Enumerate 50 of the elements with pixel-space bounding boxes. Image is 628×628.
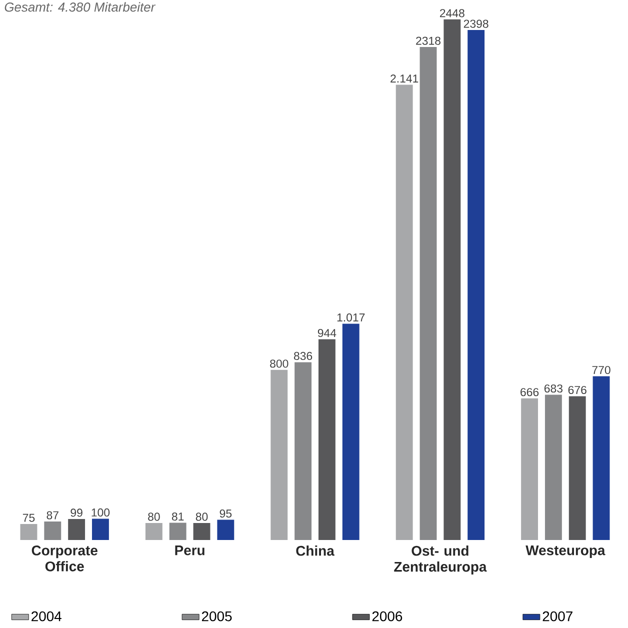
data-label: 2.141	[390, 74, 418, 82]
bar	[68, 518, 86, 540]
bar	[193, 522, 210, 540]
x-tick-label: Ost- und Zentraleuropa	[394, 546, 487, 574]
data-label: 95	[220, 509, 232, 518]
data-label: 81	[172, 512, 184, 521]
bar	[318, 339, 336, 540]
chart-title: Gesamt: 4.380 Mitarbeiter	[4, 2, 156, 12]
data-label: 683	[544, 384, 562, 393]
x-tick-label: Peru	[175, 546, 204, 556]
bar	[568, 396, 586, 540]
bar	[342, 324, 360, 540]
bar	[145, 522, 162, 540]
bar	[169, 522, 186, 540]
data-label: 99	[70, 508, 82, 517]
data-label: 800	[270, 360, 288, 368]
x-tick-label: Westeuropa	[526, 546, 606, 558]
data-label: 75	[22, 514, 35, 522]
bar	[444, 19, 461, 540]
bar	[468, 30, 485, 540]
bar	[521, 398, 538, 540]
data-label: 2318	[416, 36, 440, 45]
legend-label: 2006	[372, 611, 402, 622]
data-label: 80	[196, 512, 208, 521]
bar	[592, 376, 610, 540]
bar	[20, 524, 38, 540]
data-label: 944	[318, 328, 336, 338]
data-label: 2398	[464, 20, 488, 28]
data-label: 1.017	[337, 313, 365, 322]
data-label: 2448	[440, 9, 464, 18]
data-label: 676	[568, 386, 586, 394]
data-label: 80	[148, 512, 160, 521]
data-label: 87	[46, 511, 58, 520]
bar	[396, 84, 413, 540]
data-label: 836	[294, 352, 312, 360]
legend-label: 2007	[542, 611, 572, 622]
legend-label: 2004	[32, 611, 62, 622]
bar	[44, 522, 62, 540]
bar	[270, 370, 288, 540]
x-tick-label: China	[296, 546, 334, 556]
data-label: 666	[520, 388, 539, 396]
data-label: 770	[592, 366, 610, 374]
legend-label: 2005	[202, 611, 232, 622]
bar	[217, 520, 234, 540]
data-label: 100	[92, 508, 110, 517]
bar	[420, 47, 437, 540]
bar	[294, 362, 312, 540]
bar	[544, 394, 562, 540]
x-tick-label: Corporate Office	[32, 546, 98, 572]
bar	[92, 518, 109, 540]
